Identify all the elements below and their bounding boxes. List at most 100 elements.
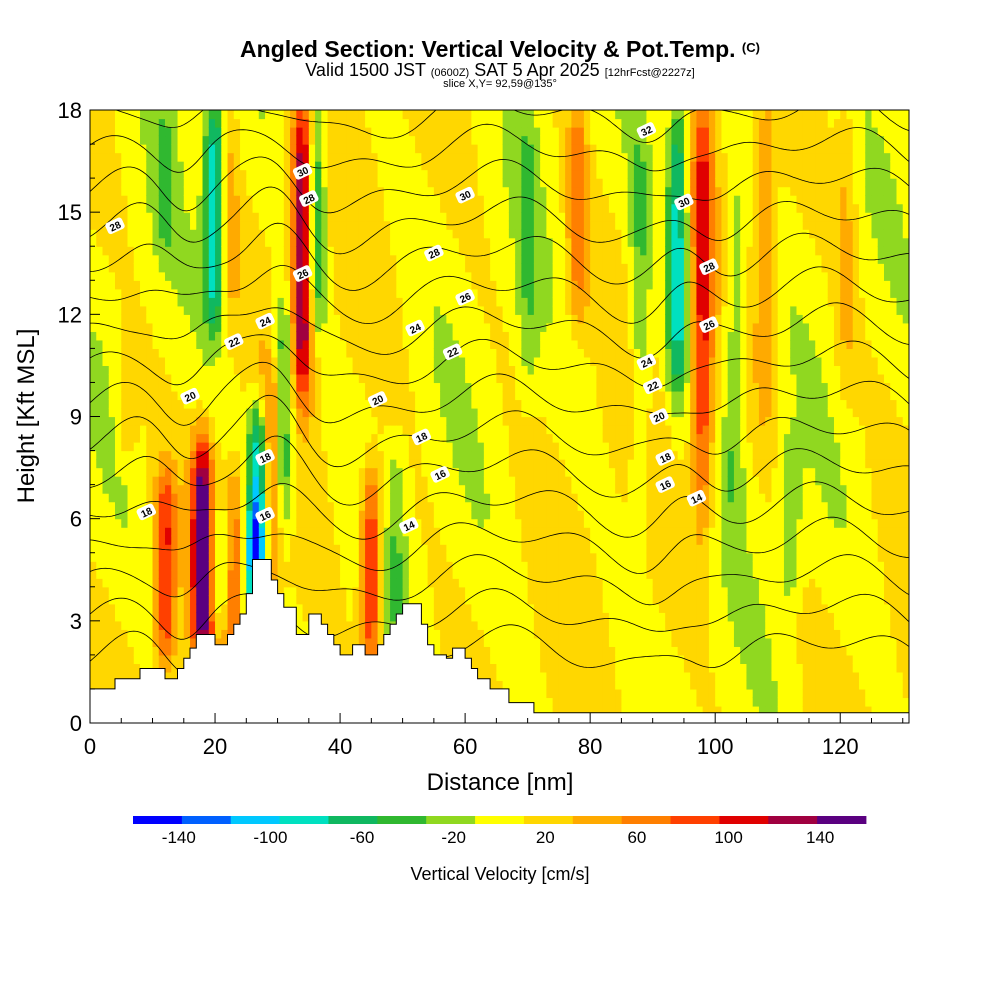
velocity-cell: [208, 518, 216, 528]
velocity-cell: [90, 365, 97, 375]
velocity-cell: [471, 305, 479, 315]
velocity-cell: [408, 186, 416, 196]
velocity-cell: [221, 203, 229, 213]
velocity-cell: [258, 135, 266, 145]
velocity-cell: [396, 527, 404, 537]
velocity-cell: [402, 186, 410, 196]
velocity-cell: [483, 356, 491, 367]
velocity-cell: [377, 246, 385, 256]
velocity-cell: [252, 203, 260, 213]
velocity-cell: [102, 237, 110, 247]
velocity-cell: [202, 356, 210, 367]
velocity-cell: [90, 331, 97, 341]
velocity-cell: [115, 169, 122, 179]
velocity-cell: [152, 620, 160, 630]
velocity-cell: [152, 322, 160, 332]
velocity-cell: [283, 425, 291, 435]
velocity-cell: [202, 271, 210, 281]
velocity-cell: [396, 450, 404, 460]
velocity-cell: [102, 152, 110, 162]
velocity-cell: [146, 288, 154, 298]
velocity-cell: [327, 203, 335, 213]
velocity-cell: [333, 186, 341, 196]
velocity-cell: [208, 527, 216, 537]
velocity-cell: [258, 373, 266, 384]
velocity-cell: [340, 510, 347, 520]
velocity-cell: [371, 407, 379, 418]
velocity-cell: [508, 697, 516, 707]
velocity-cell: [108, 390, 116, 401]
velocity-cell: [327, 314, 335, 324]
velocity-cell: [490, 552, 497, 562]
velocity-cell: [477, 373, 485, 384]
velocity-cell: [483, 186, 491, 196]
velocity-cell: [508, 152, 516, 162]
velocity-cell: [221, 237, 229, 247]
velocity-cell: [252, 484, 260, 494]
velocity-cell: [196, 442, 204, 452]
velocity-cell: [227, 620, 235, 630]
velocity-cell: [102, 135, 110, 145]
velocity-cell: [215, 305, 222, 315]
velocity-cell: [377, 603, 385, 613]
velocity-cell: [240, 603, 247, 613]
velocity-cell: [308, 416, 316, 426]
velocity-cell: [390, 586, 397, 596]
velocity-cell: [427, 612, 435, 622]
velocity-cell: [508, 331, 516, 341]
velocity-cell: [515, 237, 522, 247]
velocity-cell: [108, 476, 116, 486]
velocity-cell: [340, 518, 347, 528]
velocity-cell: [221, 229, 229, 239]
velocity-cell: [390, 195, 397, 205]
velocity-cell: [433, 152, 441, 162]
velocity-cell: [227, 544, 235, 554]
velocity-cell: [371, 229, 379, 239]
velocity-cell: [190, 229, 197, 239]
velocity-cell: [133, 322, 141, 332]
velocity-cell: [315, 322, 322, 332]
velocity-cell: [371, 305, 379, 315]
velocity-cell: [390, 178, 397, 188]
velocity-cell: [415, 493, 422, 503]
velocity-cell: [102, 433, 110, 443]
velocity-cell: [190, 425, 197, 435]
velocity-cell: [121, 552, 129, 562]
velocity-cell: [296, 595, 304, 605]
velocity-cell: [371, 467, 379, 477]
velocity-cell: [321, 527, 329, 537]
velocity-cell: [165, 671, 172, 682]
velocity-cell: [346, 220, 354, 230]
velocity-cell: [108, 629, 116, 639]
velocity-cell: [396, 459, 404, 469]
velocity-cell: [496, 450, 504, 460]
velocity-cell: [283, 527, 291, 537]
velocity-cell: [296, 407, 304, 418]
velocity-cell: [440, 399, 447, 409]
velocity-cell: [96, 425, 104, 435]
velocity-cell: [390, 186, 397, 196]
velocity-cell: [390, 322, 397, 332]
velocity-cell: [102, 603, 110, 613]
velocity-cell: [477, 280, 485, 290]
velocity-cell: [390, 110, 397, 120]
velocity-cell: [465, 246, 472, 256]
velocity-cell: [246, 433, 254, 443]
velocity-cell: [308, 144, 316, 154]
velocity-cell: [290, 297, 297, 307]
velocity-cell: [96, 459, 104, 469]
velocity-cell: [365, 339, 372, 349]
velocity-cell: [327, 399, 335, 409]
velocity-cell: [283, 407, 291, 418]
velocity-cell: [440, 314, 447, 324]
velocity-cell: [521, 697, 529, 707]
velocity-cell: [171, 493, 179, 503]
velocity-cell: [133, 459, 141, 469]
velocity-cell: [477, 246, 485, 256]
velocity-cell: [333, 578, 341, 588]
velocity-cell: [127, 399, 135, 409]
velocity-cell: [296, 339, 304, 349]
velocity-cell: [302, 314, 310, 324]
velocity-cell: [277, 297, 285, 307]
velocity-cell: [277, 561, 285, 571]
